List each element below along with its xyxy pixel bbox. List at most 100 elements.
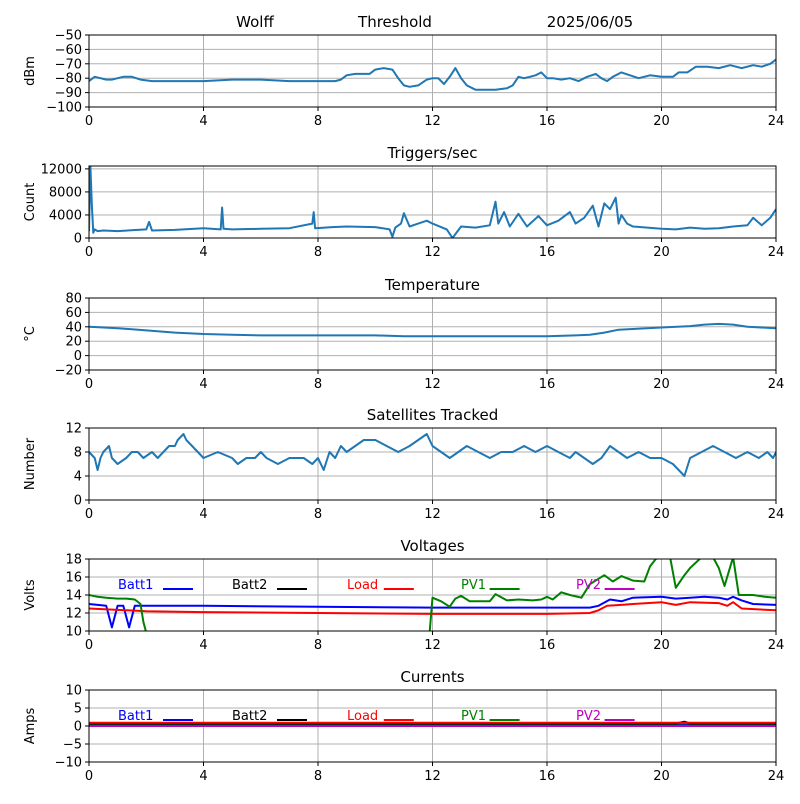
legend-label: PV2 <box>576 578 601 593</box>
y-tick-label: 0 <box>74 494 82 509</box>
x-tick-label: 0 <box>85 638 93 653</box>
y-tick-label: 4 <box>74 470 82 485</box>
panel-5: 0 4 8 12 16 20 24 10 12 14 16 18 Voltages Volts Batt1 B… <box>23 537 784 653</box>
x-tick-label: 12 <box>424 769 441 784</box>
x-tick-label: 20 <box>653 114 670 129</box>
y-tick-label: 10 <box>65 625 82 640</box>
legend-label: Load <box>347 709 378 724</box>
x-tick-label: 24 <box>768 769 785 784</box>
y-tick-label: 5 <box>74 702 82 717</box>
x-tick-label: 16 <box>539 507 556 522</box>
y-tick-label: 0 <box>74 349 82 364</box>
x-tick-label: 0 <box>85 769 93 784</box>
panel-title: Currents <box>400 668 464 686</box>
x-tick-label: 12 <box>424 638 441 653</box>
x-tick-label: 24 <box>768 114 785 129</box>
series-line-trace <box>89 433 776 477</box>
x-tick-label: 0 <box>85 507 93 522</box>
y-tick-label: 10 <box>65 684 82 699</box>
panel-1: 0 4 8 12 16 20 24 −50−60−70−80−90−100 dBm <box>23 29 784 130</box>
y-tick-label: −80 <box>55 72 82 87</box>
x-tick-label: 4 <box>199 377 207 392</box>
header-site: Wolff <box>236 13 274 31</box>
y-tick-label: −50 <box>55 29 82 44</box>
x-tick-label: 0 <box>85 114 93 129</box>
x-tick-label: 0 <box>85 377 93 392</box>
x-tick-label: 8 <box>314 638 322 653</box>
y-tick-label: 8000 <box>49 185 82 200</box>
legend-label: Batt1 <box>118 578 153 593</box>
series-line-trace <box>89 322 776 338</box>
y-tick-label: 0 <box>74 232 82 247</box>
x-tick-label: 20 <box>653 769 670 784</box>
x-tick-label: 4 <box>199 245 207 260</box>
panel-title: Triggers/sec <box>387 144 478 162</box>
x-tick-label: 20 <box>653 638 670 653</box>
legend-label: PV1 <box>461 709 486 724</box>
y-tick-label: 18 <box>65 553 82 568</box>
panel-4: 0 4 8 12 16 20 24 0 4 8 12 Satellites Tracked Number <box>23 406 784 522</box>
y-tick-label: 14 <box>65 589 82 604</box>
legend-label: PV2 <box>576 709 601 724</box>
x-tick-label: 12 <box>424 507 441 522</box>
y-axis-label: Number <box>23 437 38 490</box>
x-tick-label: 8 <box>314 114 322 129</box>
y-tick-label: 4000 <box>49 208 82 223</box>
y-tick-label: 12 <box>65 607 82 622</box>
series-line-trace <box>89 166 776 238</box>
x-tick-label: 16 <box>539 245 556 260</box>
x-tick-label: 12 <box>424 377 441 392</box>
header-date: 2025/06/05 <box>547 13 633 31</box>
x-tick-label: 24 <box>768 377 785 392</box>
legend-label: Batt2 <box>232 578 267 593</box>
x-tick-label: 8 <box>314 245 322 260</box>
y-axis-label: dBm <box>23 56 38 86</box>
x-tick-label: 4 <box>199 114 207 129</box>
y-tick-label: −5 <box>63 738 82 753</box>
page-header: Wolff Threshold 2025/06/05 <box>236 13 633 31</box>
x-tick-label: 16 <box>539 114 556 129</box>
x-tick-label: 16 <box>539 638 556 653</box>
y-tick-label: −10 <box>55 756 82 771</box>
series-line-trace <box>89 58 776 91</box>
y-tick-label: 0 <box>74 720 82 735</box>
x-tick-label: 4 <box>199 638 207 653</box>
legend-label: Batt2 <box>232 709 267 724</box>
series-line-batt1 <box>89 595 776 629</box>
x-tick-label: 20 <box>653 377 670 392</box>
x-tick-label: 12 <box>424 245 441 260</box>
y-axis-label: Amps <box>23 707 38 744</box>
y-tick-label: 40 <box>65 320 82 335</box>
y-tick-label: 12000 <box>41 162 82 177</box>
x-tick-label: 24 <box>768 245 785 260</box>
panel-2: 0 4 8 12 16 20 24 0 4000 8000 12000 Triggers/sec Cou… <box>23 144 784 260</box>
y-tick-label: −100 <box>46 101 82 116</box>
x-tick-label: 16 <box>539 377 556 392</box>
x-tick-label: 16 <box>539 769 556 784</box>
x-tick-label: 24 <box>768 507 785 522</box>
panel-6: 0 4 8 12 16 20 24 −10 −5 0 5 10 Currents Amps Batt1 Bat… <box>23 668 784 784</box>
y-tick-label: 8 <box>74 446 82 461</box>
series-line-load <box>89 601 776 615</box>
y-tick-label: 80 <box>65 292 82 307</box>
legend-label: Batt1 <box>118 709 153 724</box>
y-tick-label: −90 <box>55 86 82 101</box>
x-tick-label: 0 <box>85 245 93 260</box>
header-mode: Threshold <box>357 13 432 31</box>
x-tick-label: 12 <box>424 114 441 129</box>
x-tick-label: 4 <box>199 507 207 522</box>
panel-title: Satellites Tracked <box>367 406 498 424</box>
x-tick-label: 20 <box>653 245 670 260</box>
y-tick-label: 12 <box>65 422 82 437</box>
x-tick-label: 20 <box>653 507 670 522</box>
x-tick-label: 8 <box>314 507 322 522</box>
legend-label: Load <box>347 578 378 593</box>
x-tick-label: 8 <box>314 377 322 392</box>
panel-title: Voltages <box>400 537 464 555</box>
y-axis-label: Count <box>23 183 38 222</box>
series-line-pv1 <box>89 559 776 631</box>
y-tick-label: 60 <box>65 306 82 321</box>
x-tick-label: 8 <box>314 769 322 784</box>
